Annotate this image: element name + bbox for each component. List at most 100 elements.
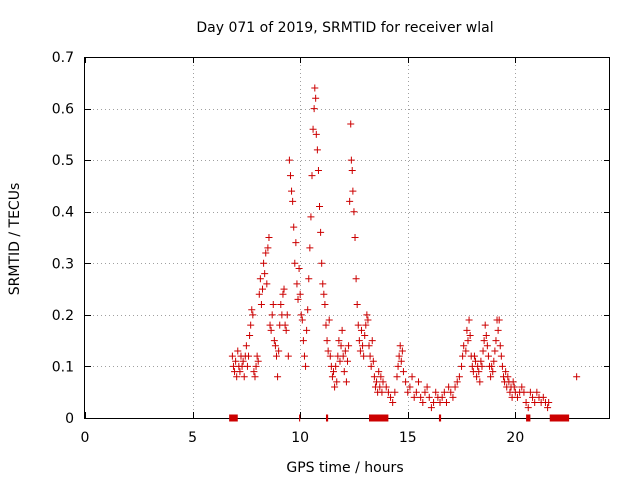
data-point (482, 331, 490, 339)
data-point (489, 368, 497, 376)
data-point (298, 316, 306, 324)
data-point (475, 368, 483, 376)
data-point (344, 357, 351, 365)
data-point (408, 373, 416, 381)
data-point (326, 352, 334, 360)
data-point (291, 259, 299, 267)
data-point (296, 290, 304, 298)
data-point (249, 311, 257, 319)
data-point (306, 244, 314, 252)
data-point (243, 362, 251, 370)
data-point (360, 352, 368, 360)
data-point (451, 383, 459, 391)
data-point (339, 352, 347, 360)
data-point (266, 321, 274, 329)
data-point (290, 223, 298, 231)
data-point (325, 316, 333, 324)
data-point (245, 352, 253, 360)
data-point (270, 337, 278, 345)
data-point (436, 399, 444, 407)
data-point (246, 331, 254, 339)
data-point (356, 347, 364, 355)
x-tick-label: 10 (291, 430, 309, 446)
data-point (529, 393, 537, 401)
data-point (304, 306, 312, 314)
data-point (299, 337, 307, 345)
data-point (479, 347, 487, 355)
data-point (348, 166, 356, 174)
data-point (447, 388, 455, 396)
data-point (522, 399, 530, 407)
data-point (311, 84, 319, 92)
data-point (417, 393, 425, 401)
data-point (295, 264, 303, 272)
data-point (487, 373, 495, 381)
data-point (494, 326, 502, 334)
data-point (330, 368, 338, 376)
y-tick-label: 0 (65, 411, 74, 427)
data-point (378, 388, 386, 396)
data-point (484, 352, 492, 360)
x-tick-label: 5 (188, 430, 197, 446)
data-point (240, 373, 248, 381)
data-point (354, 321, 362, 329)
data-point (492, 337, 500, 345)
data-point (294, 295, 302, 303)
data-point (483, 342, 491, 350)
data-point (281, 321, 289, 329)
data-point (303, 326, 311, 334)
data-point (282, 326, 290, 334)
data-point (328, 373, 336, 381)
data-point (293, 280, 301, 288)
data-point (476, 378, 484, 386)
data-point (272, 352, 280, 360)
data-point (345, 342, 353, 350)
data-point (255, 290, 263, 298)
data-point (459, 352, 467, 360)
x-tick-labels: 0 5 10 15 20 (81, 430, 525, 446)
data-point (545, 399, 553, 407)
data-point (236, 368, 244, 376)
data-point (465, 316, 473, 324)
data-point (277, 301, 285, 309)
y-tick-label: 0.3 (52, 256, 74, 272)
data-point (518, 383, 526, 391)
y-tick-labels: 0 0.1 0.2 0.3 0.4 0.5 0.6 0.7 (52, 50, 74, 427)
data-point (319, 280, 327, 288)
data-point (350, 208, 358, 216)
data-point (384, 388, 392, 396)
data-point (284, 352, 292, 360)
data-point (262, 249, 270, 257)
data-point (520, 388, 528, 396)
data-point (309, 125, 317, 133)
data-point (286, 172, 294, 180)
data-point (341, 347, 349, 355)
data-point (332, 362, 340, 370)
data-point (438, 393, 446, 401)
data-point (305, 275, 313, 283)
data-point (406, 383, 414, 391)
data-point (283, 311, 291, 319)
data-point (340, 368, 348, 376)
data-point (533, 388, 541, 396)
data-point (300, 352, 308, 360)
data-point (228, 352, 236, 360)
data-point (524, 404, 532, 412)
data-point (267, 326, 275, 334)
data-point (313, 146, 321, 154)
data-point (466, 331, 474, 339)
data-point (509, 378, 517, 386)
data-point (391, 388, 399, 396)
x-axis-title: GPS time / hours (286, 460, 403, 476)
data-point (375, 368, 383, 376)
data-point (364, 316, 372, 324)
data-point (259, 285, 267, 293)
data-point (544, 404, 552, 412)
data-point (320, 290, 328, 298)
data-point (462, 347, 470, 355)
data-point (362, 321, 370, 329)
data-point (379, 378, 387, 386)
data-point (324, 347, 332, 355)
data-point (488, 362, 496, 370)
